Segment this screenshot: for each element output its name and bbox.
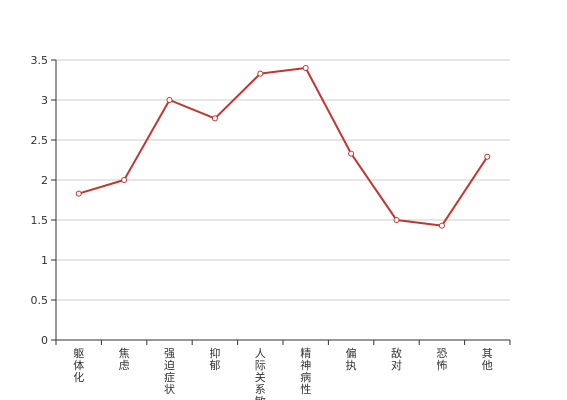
y-tick-label: 2.5 (31, 134, 49, 147)
y-tick-label: 1.5 (31, 214, 49, 227)
x-tick-label: 强迫症状 (164, 347, 175, 396)
data-point (121, 177, 128, 183)
data-point (348, 150, 355, 157)
y-tick-label: 3.5 (31, 54, 49, 67)
data-point (484, 153, 491, 160)
grid-lines (56, 59, 510, 301)
data-point (211, 115, 218, 122)
x-axis: 躯体化 焦虑 强迫症状 抑郁 人际关系敏感 精神病性 偏执 敌对 恐怖 其他 (55, 339, 511, 400)
y-tick-label: 0.5 (31, 294, 49, 307)
data-point (257, 70, 264, 77)
x-tick-label: 其他 (482, 347, 493, 372)
x-tick-label: 焦虑 (119, 347, 130, 372)
x-tick-label: 躯体化 (73, 347, 84, 384)
y-tick-label: 2 (41, 174, 48, 187)
data-point (302, 65, 309, 71)
series-line (78, 67, 489, 227)
x-tick-label: 敌对 (391, 346, 402, 372)
data-point (393, 217, 400, 223)
y-tick-label: 1 (41, 254, 48, 267)
x-tick-label: 抑郁 (209, 346, 220, 372)
series (75, 65, 491, 229)
x-tick-label: 偏执 (346, 346, 357, 372)
y-axis: 0 0.5 1 1.5 2 2.5 3 3.5 (31, 54, 57, 347)
x-tick-label: 人际关系敏感 (255, 347, 266, 400)
x-tick-label: 恐怖 (436, 347, 447, 372)
data-point (166, 97, 173, 103)
y-tick-label: 0 (41, 334, 48, 347)
y-tick-label: 3 (41, 94, 48, 107)
data-point (75, 190, 82, 197)
x-tick-label: 精神病性 (300, 347, 311, 396)
data-point (438, 222, 445, 229)
